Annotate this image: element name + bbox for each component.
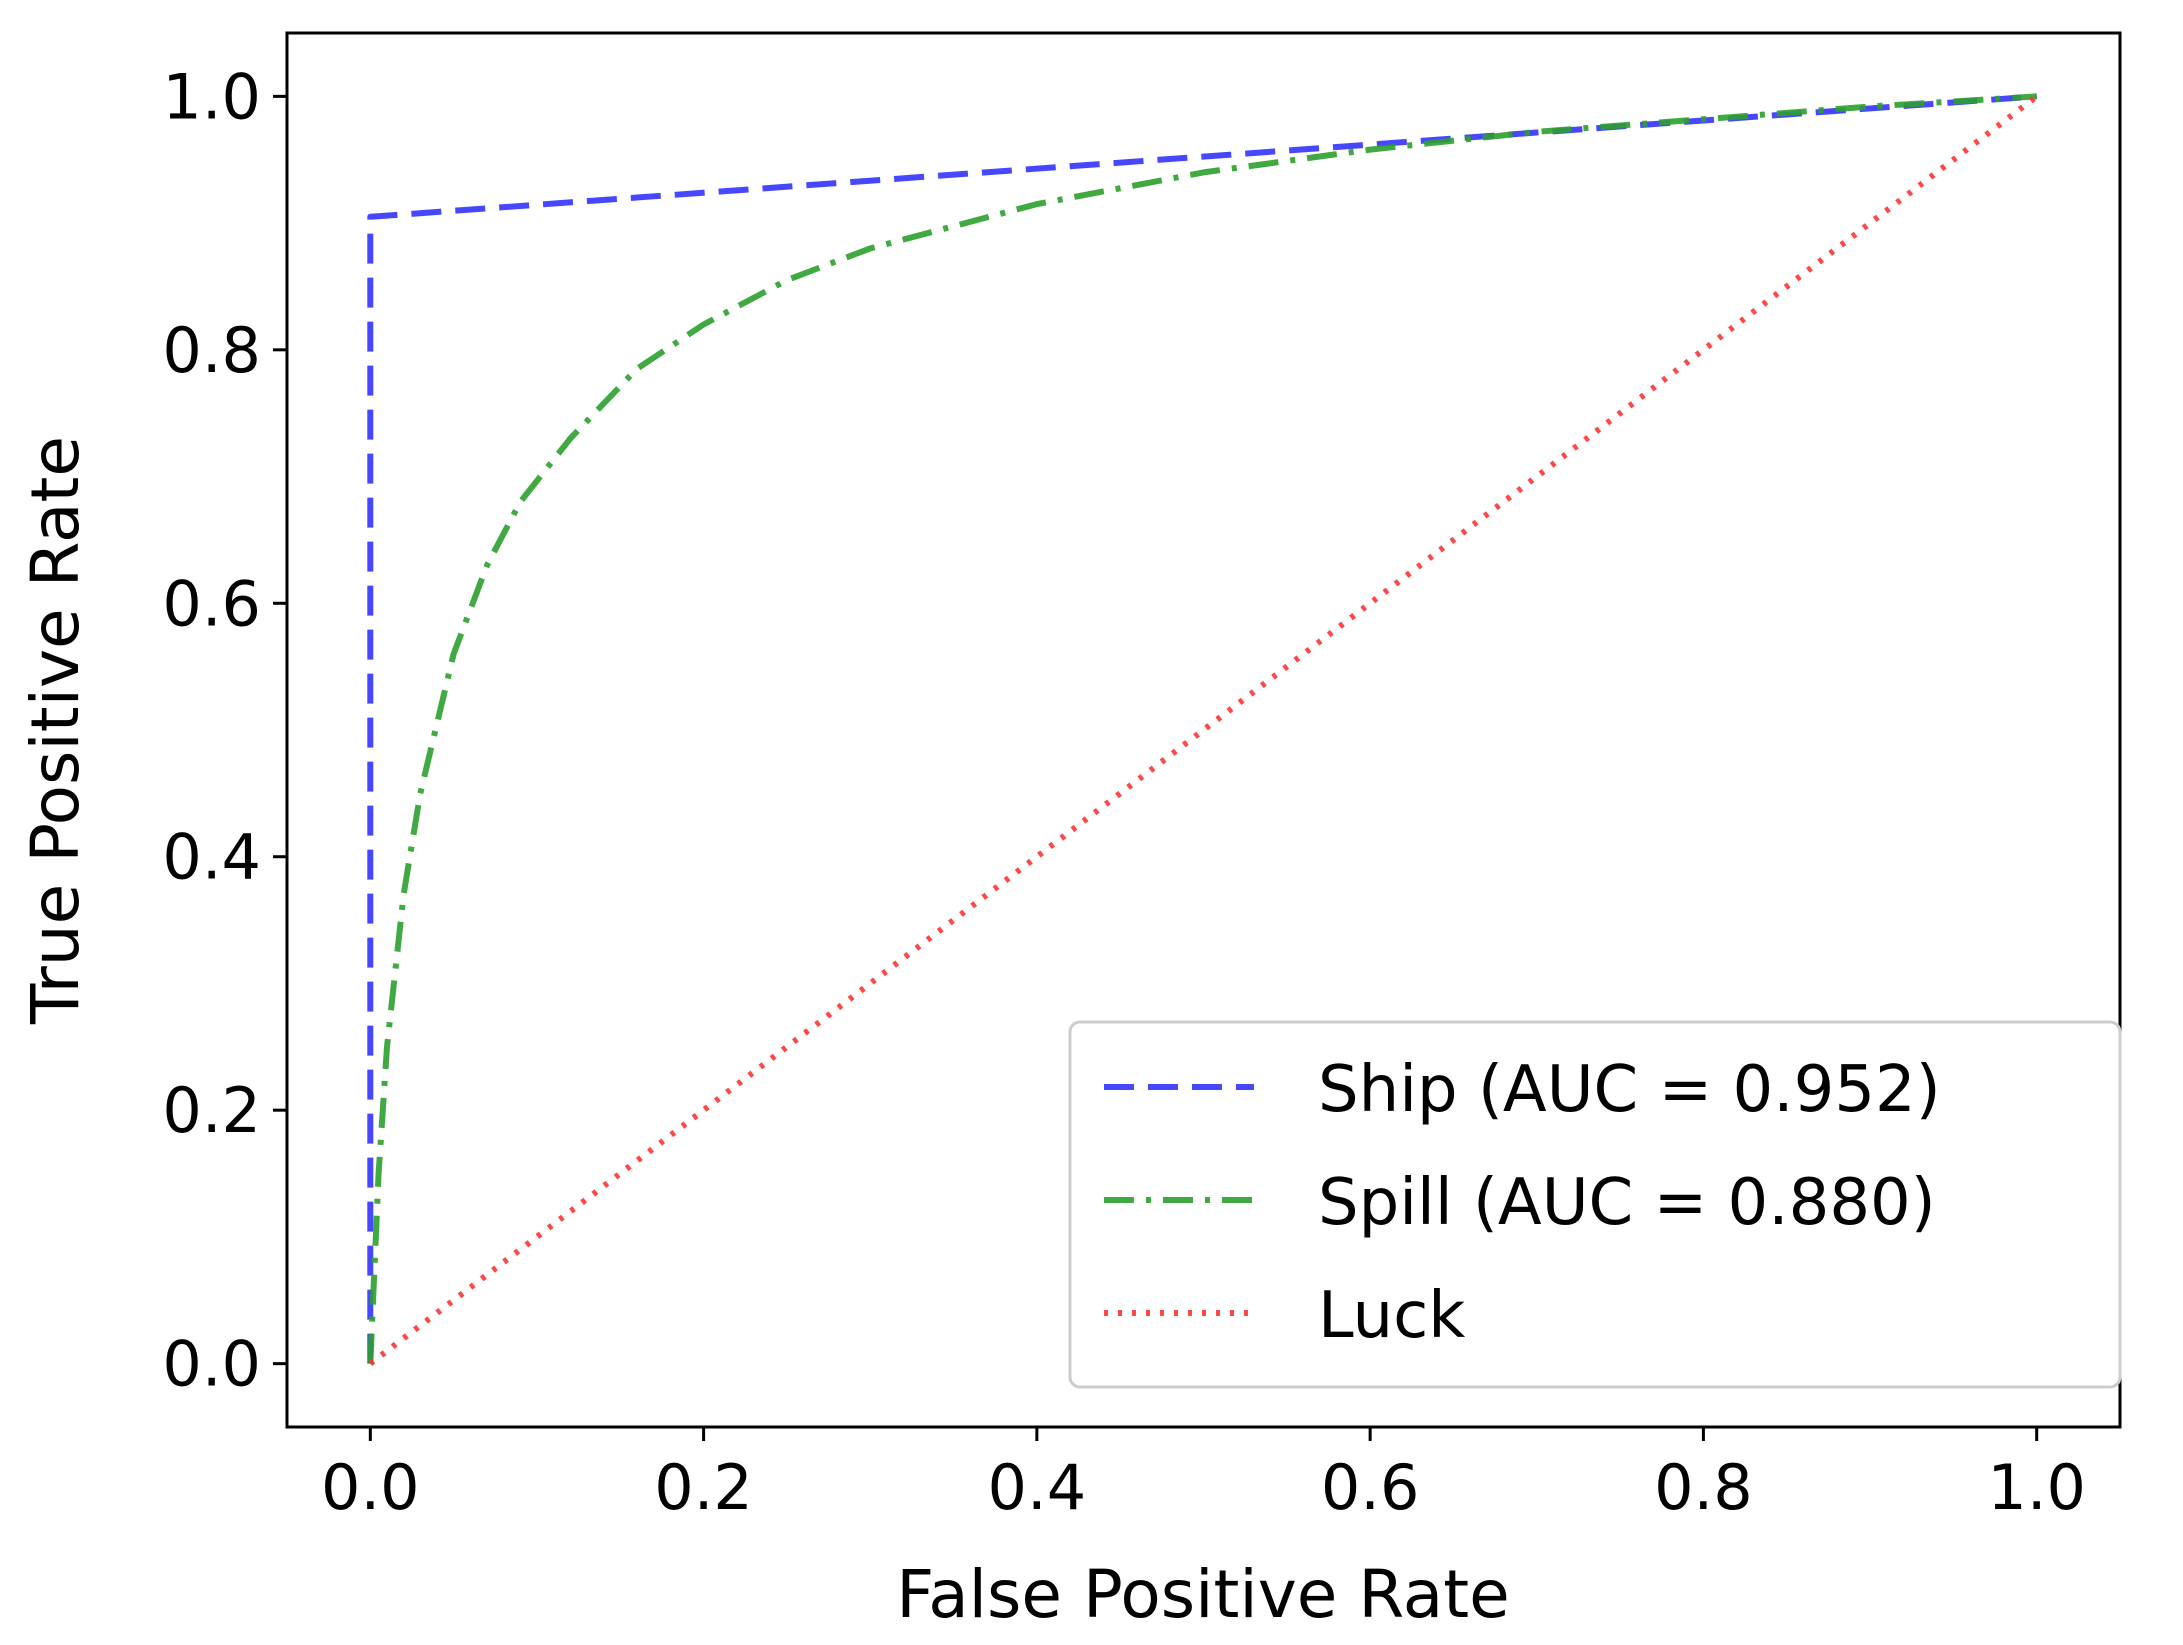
y-tick-label: 1.0 xyxy=(162,60,261,133)
x-tick-label: 0.4 xyxy=(988,1451,1087,1524)
legend-label-2: Luck xyxy=(1318,1279,1465,1353)
axes-layer: 0.0 0.2 0.4 0.6 0.8 1.0 0.0 0.2 0.4 0.6 0.8 1.0 xyxy=(162,60,2086,1524)
plot-frame xyxy=(285,31,2122,1429)
x-tick-label: 0.6 xyxy=(1321,1451,1420,1524)
y-tick-label: 0.2 xyxy=(162,1074,261,1147)
series-line-0 xyxy=(367,93,2037,1364)
y-axis-label: True Positive Rate xyxy=(17,436,94,1025)
legend-label-1: Spill (AUC = 0.880) xyxy=(1318,1166,1936,1240)
legend-label-0: Ship (AUC = 0.952) xyxy=(1318,1053,1941,1127)
y-tick-label: 0.8 xyxy=(162,314,261,387)
y-tick-label: 0.0 xyxy=(162,1328,261,1401)
series-layer xyxy=(367,93,2039,1366)
legend-entries: Ship (AUC = 0.952) Spill (AUC = 0.880) Luc… xyxy=(1104,1053,1941,1353)
x-tick-label: 0.8 xyxy=(1654,1451,1753,1524)
y-tick-label: 0.6 xyxy=(162,567,261,640)
legend: Ship (AUC = 0.952) Spill (AUC = 0.880) Luc… xyxy=(1068,1020,2122,1389)
x-tick-label: 1.0 xyxy=(1987,1451,2086,1524)
y-tick-label: 0.4 xyxy=(162,821,261,894)
x-axis-label: False Positive Rate xyxy=(896,1556,1509,1633)
legend-frame xyxy=(1068,1020,2122,1389)
series-line-1 xyxy=(367,93,2037,1364)
x-tick-label: 0.0 xyxy=(321,1451,420,1524)
x-tick-label: 0.2 xyxy=(654,1451,753,1524)
